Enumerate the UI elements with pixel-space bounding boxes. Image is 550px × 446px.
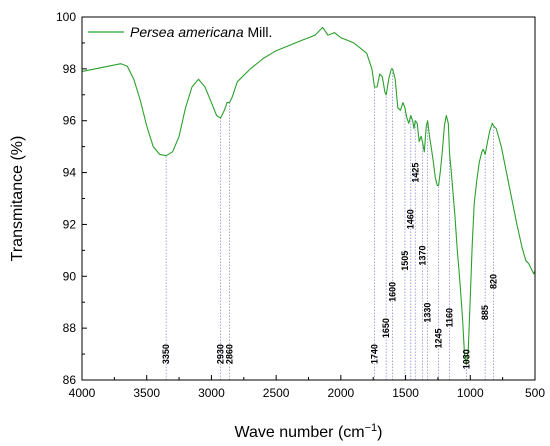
x-tick-label: 500 bbox=[525, 386, 545, 400]
x-axis-title: Wave number (cm−1) bbox=[235, 422, 383, 441]
x-tick-label: 3000 bbox=[198, 386, 225, 400]
y-tick-label: 98 bbox=[63, 62, 77, 76]
y-tick-label: 100 bbox=[56, 10, 76, 24]
y-tick-label: 92 bbox=[63, 217, 77, 231]
peak-guide-lines bbox=[165, 68, 494, 380]
peak-label-1370: 1370 bbox=[417, 246, 427, 266]
x-tick-label: 1500 bbox=[392, 386, 419, 400]
peak-label-1160: 1160 bbox=[445, 308, 455, 328]
x-tick-label: 2000 bbox=[328, 386, 355, 400]
y-tick-label: 94 bbox=[63, 166, 77, 180]
peak-label-1030: 1030 bbox=[461, 349, 471, 369]
x-tick-label: 3500 bbox=[133, 386, 160, 400]
x-tick-label: 4000 bbox=[69, 386, 96, 400]
y-tick-label: 96 bbox=[63, 114, 77, 128]
x-axis-title-end: ) bbox=[377, 424, 382, 441]
series-line-persea-americana bbox=[81, 26, 536, 365]
peak-label-1505: 1505 bbox=[400, 251, 410, 271]
legend: Persea americana Mill. bbox=[88, 24, 272, 40]
y-axis-title: Transmitance (%) bbox=[9, 136, 26, 262]
x-axis: 4000 3500 3000 2500 2000 1500 1000 500 bbox=[69, 375, 545, 400]
peak-label-1600: 1600 bbox=[388, 282, 398, 302]
peak-label-3350: 3350 bbox=[161, 344, 171, 364]
peak-label-885: 885 bbox=[480, 305, 490, 320]
x-axis-title-superscript: −1 bbox=[365, 422, 378, 434]
peak-label-1330: 1330 bbox=[423, 303, 433, 323]
peak-label-820: 820 bbox=[489, 274, 499, 289]
y-axis: 86 88 90 92 94 96 98 100 bbox=[56, 10, 87, 387]
peak-label-1245: 1245 bbox=[434, 328, 444, 348]
legend-normal: Mill. bbox=[244, 24, 273, 40]
peak-label-2860: 2860 bbox=[225, 344, 235, 364]
x-axis-title-main: Wave number (cm bbox=[235, 424, 365, 441]
x-tick-label: 2500 bbox=[263, 386, 290, 400]
plot-frame bbox=[81, 16, 536, 381]
y-tick-label: 86 bbox=[63, 373, 77, 387]
y-tick-label: 88 bbox=[63, 321, 77, 335]
peak-label-2930: 2930 bbox=[215, 344, 225, 364]
x-tick-label: 1000 bbox=[457, 386, 484, 400]
peak-label-1650: 1650 bbox=[381, 318, 391, 338]
y-tick-label: 90 bbox=[63, 269, 77, 283]
legend-entry: Persea americana Mill. bbox=[130, 24, 272, 40]
peak-label-1425: 1425 bbox=[410, 163, 420, 183]
legend-italic: Persea americana bbox=[130, 24, 244, 40]
peak-label-1460: 1460 bbox=[406, 209, 416, 229]
peak-label-1740: 1740 bbox=[370, 344, 380, 364]
